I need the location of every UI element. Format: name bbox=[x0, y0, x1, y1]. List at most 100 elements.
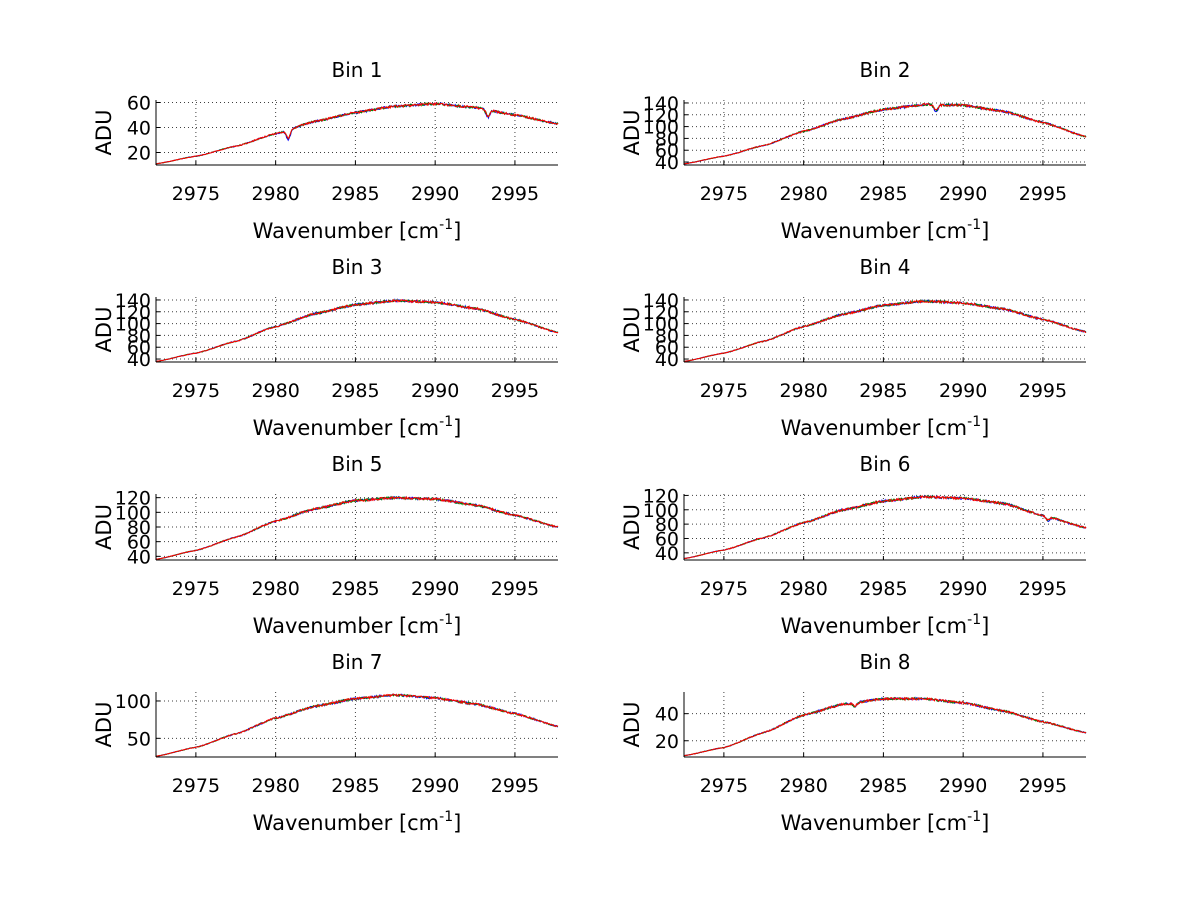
spectrum-trace-3 bbox=[155, 495, 559, 560]
y-tick-label: 60 bbox=[127, 93, 151, 115]
x-tick-label: 2980 bbox=[779, 380, 827, 402]
chart-title: Bin 5 bbox=[331, 452, 382, 476]
y-tick-label: 20 bbox=[127, 143, 151, 165]
chart-title: Bin 8 bbox=[859, 650, 910, 674]
spectrum-trace-2 bbox=[683, 696, 1087, 757]
y-tick-label: 80 bbox=[655, 128, 679, 150]
chart-title: Bin 4 bbox=[859, 255, 910, 279]
y-tick-label: 40 bbox=[655, 543, 679, 565]
x-tick-label: 2980 bbox=[251, 578, 299, 600]
x-tick-label: 2995 bbox=[1019, 183, 1067, 205]
y-axis-label: ADU bbox=[620, 307, 644, 353]
x-tick-label: 2975 bbox=[172, 578, 220, 600]
x-tick-label: 2995 bbox=[491, 183, 539, 205]
y-axis-label: ADU bbox=[92, 110, 116, 156]
x-tick-label: 2975 bbox=[700, 380, 748, 402]
y-tick-label: 120 bbox=[643, 302, 679, 324]
y-axis-label: ADU bbox=[620, 110, 644, 156]
y-tick-label: 60 bbox=[655, 528, 679, 550]
x-tick-label: 2990 bbox=[411, 183, 459, 205]
y-tick-label: 120 bbox=[643, 485, 679, 507]
x-tick-label: 2985 bbox=[859, 380, 907, 402]
y-tick-label: 60 bbox=[655, 140, 679, 162]
panel-bin-8: 2975 2980 2985 2990 2995 20 40 Bin 8 Wavenumber … bbox=[620, 650, 1087, 835]
spectrum-trace-1 bbox=[155, 495, 559, 560]
x-tick-label: 2980 bbox=[251, 380, 299, 402]
chart-title: Bin 3 bbox=[331, 255, 382, 279]
x-tick-label: 2990 bbox=[939, 578, 987, 600]
x-tick-label: 2985 bbox=[331, 380, 379, 402]
y-axis-label: ADU bbox=[92, 307, 116, 353]
y-tick-label: 140 bbox=[643, 290, 679, 312]
x-tick-label: 2975 bbox=[700, 578, 748, 600]
x-axis-label: Wavenumber [cm-1] bbox=[253, 217, 462, 243]
chart-title: Bin 2 bbox=[859, 58, 910, 82]
y-tick-label: 40 bbox=[655, 349, 679, 371]
spectrum-trace-1 bbox=[683, 102, 1087, 165]
x-tick-label: 2985 bbox=[331, 183, 379, 205]
x-tick-label: 2995 bbox=[491, 775, 539, 797]
y-tick-label: 120 bbox=[115, 302, 151, 324]
y-tick-label: 140 bbox=[115, 290, 151, 312]
spectrum-trace-1 bbox=[683, 696, 1087, 757]
spectrum-trace-3 bbox=[155, 102, 559, 165]
spectrum-trace-2 bbox=[683, 299, 1087, 362]
spectrum-trace-1 bbox=[683, 299, 1087, 362]
x-axis-label: Wavenumber [cm-1] bbox=[253, 414, 462, 440]
spectrum-trace-2 bbox=[155, 298, 559, 362]
x-axis-label: Wavenumber [cm-1] bbox=[781, 217, 990, 243]
x-tick-label: 2990 bbox=[939, 183, 987, 205]
x-tick-label: 2975 bbox=[172, 380, 220, 402]
y-tick-label: 60 bbox=[127, 532, 151, 554]
x-tick-label: 2975 bbox=[172, 775, 220, 797]
x-tick-label: 2985 bbox=[859, 775, 907, 797]
y-tick-label: 40 bbox=[655, 152, 679, 174]
x-tick-label: 2985 bbox=[331, 578, 379, 600]
x-axis-label: Wavenumber [cm-1] bbox=[781, 414, 990, 440]
spectrum-trace-1 bbox=[155, 298, 559, 362]
x-tick-label: 2995 bbox=[491, 380, 539, 402]
x-tick-label: 2985 bbox=[859, 183, 907, 205]
panel-bin-1: 2975 2980 2985 2990 2995 20 40 60 Bin 1 Wavenumbe… bbox=[92, 58, 559, 243]
spectrum-trace-3 bbox=[683, 494, 1087, 560]
x-axis-label: Wavenumber [cm-1] bbox=[253, 612, 462, 638]
panel-bin-7: 2975 2980 2985 2990 2995 50 100 Bin 7 Wavenumber… bbox=[92, 650, 559, 835]
y-axis-label: ADU bbox=[620, 702, 644, 748]
x-tick-label: 2985 bbox=[859, 578, 907, 600]
x-tick-label: 2975 bbox=[700, 775, 748, 797]
chart-title: Bin 6 bbox=[859, 452, 910, 476]
spectrum-trace-3 bbox=[155, 298, 559, 362]
y-tick-label: 100 bbox=[115, 502, 151, 524]
y-tick-label: 80 bbox=[655, 325, 679, 347]
x-tick-label: 2990 bbox=[411, 578, 459, 600]
y-tick-label: 100 bbox=[115, 314, 151, 336]
y-tick-label: 120 bbox=[643, 105, 679, 127]
x-tick-label: 2995 bbox=[1019, 578, 1067, 600]
x-tick-label: 2980 bbox=[779, 183, 827, 205]
y-axis-label: ADU bbox=[92, 504, 116, 550]
y-tick-label: 40 bbox=[127, 118, 151, 140]
y-tick-label: 140 bbox=[643, 93, 679, 115]
spectrum-trace-3 bbox=[683, 696, 1087, 757]
x-tick-label: 2990 bbox=[939, 775, 987, 797]
spectrum-trace-2 bbox=[683, 494, 1087, 560]
spectrum-trace-1 bbox=[683, 495, 1087, 560]
x-tick-label: 2995 bbox=[1019, 775, 1067, 797]
x-tick-label: 2990 bbox=[411, 775, 459, 797]
y-axis-label: ADU bbox=[92, 702, 116, 748]
spectrum-trace-3 bbox=[155, 693, 559, 757]
y-tick-label: 60 bbox=[127, 337, 151, 359]
x-tick-label: 2995 bbox=[1019, 380, 1067, 402]
x-tick-label: 2985 bbox=[331, 775, 379, 797]
x-axis-label: Wavenumber [cm-1] bbox=[253, 809, 462, 835]
x-tick-label: 2990 bbox=[411, 380, 459, 402]
chart-title: Bin 1 bbox=[331, 58, 382, 82]
y-axis-label: ADU bbox=[620, 504, 644, 550]
y-tick-label: 80 bbox=[655, 514, 679, 536]
chart-title: Bin 7 bbox=[331, 650, 382, 674]
y-tick-label: 100 bbox=[643, 117, 679, 139]
